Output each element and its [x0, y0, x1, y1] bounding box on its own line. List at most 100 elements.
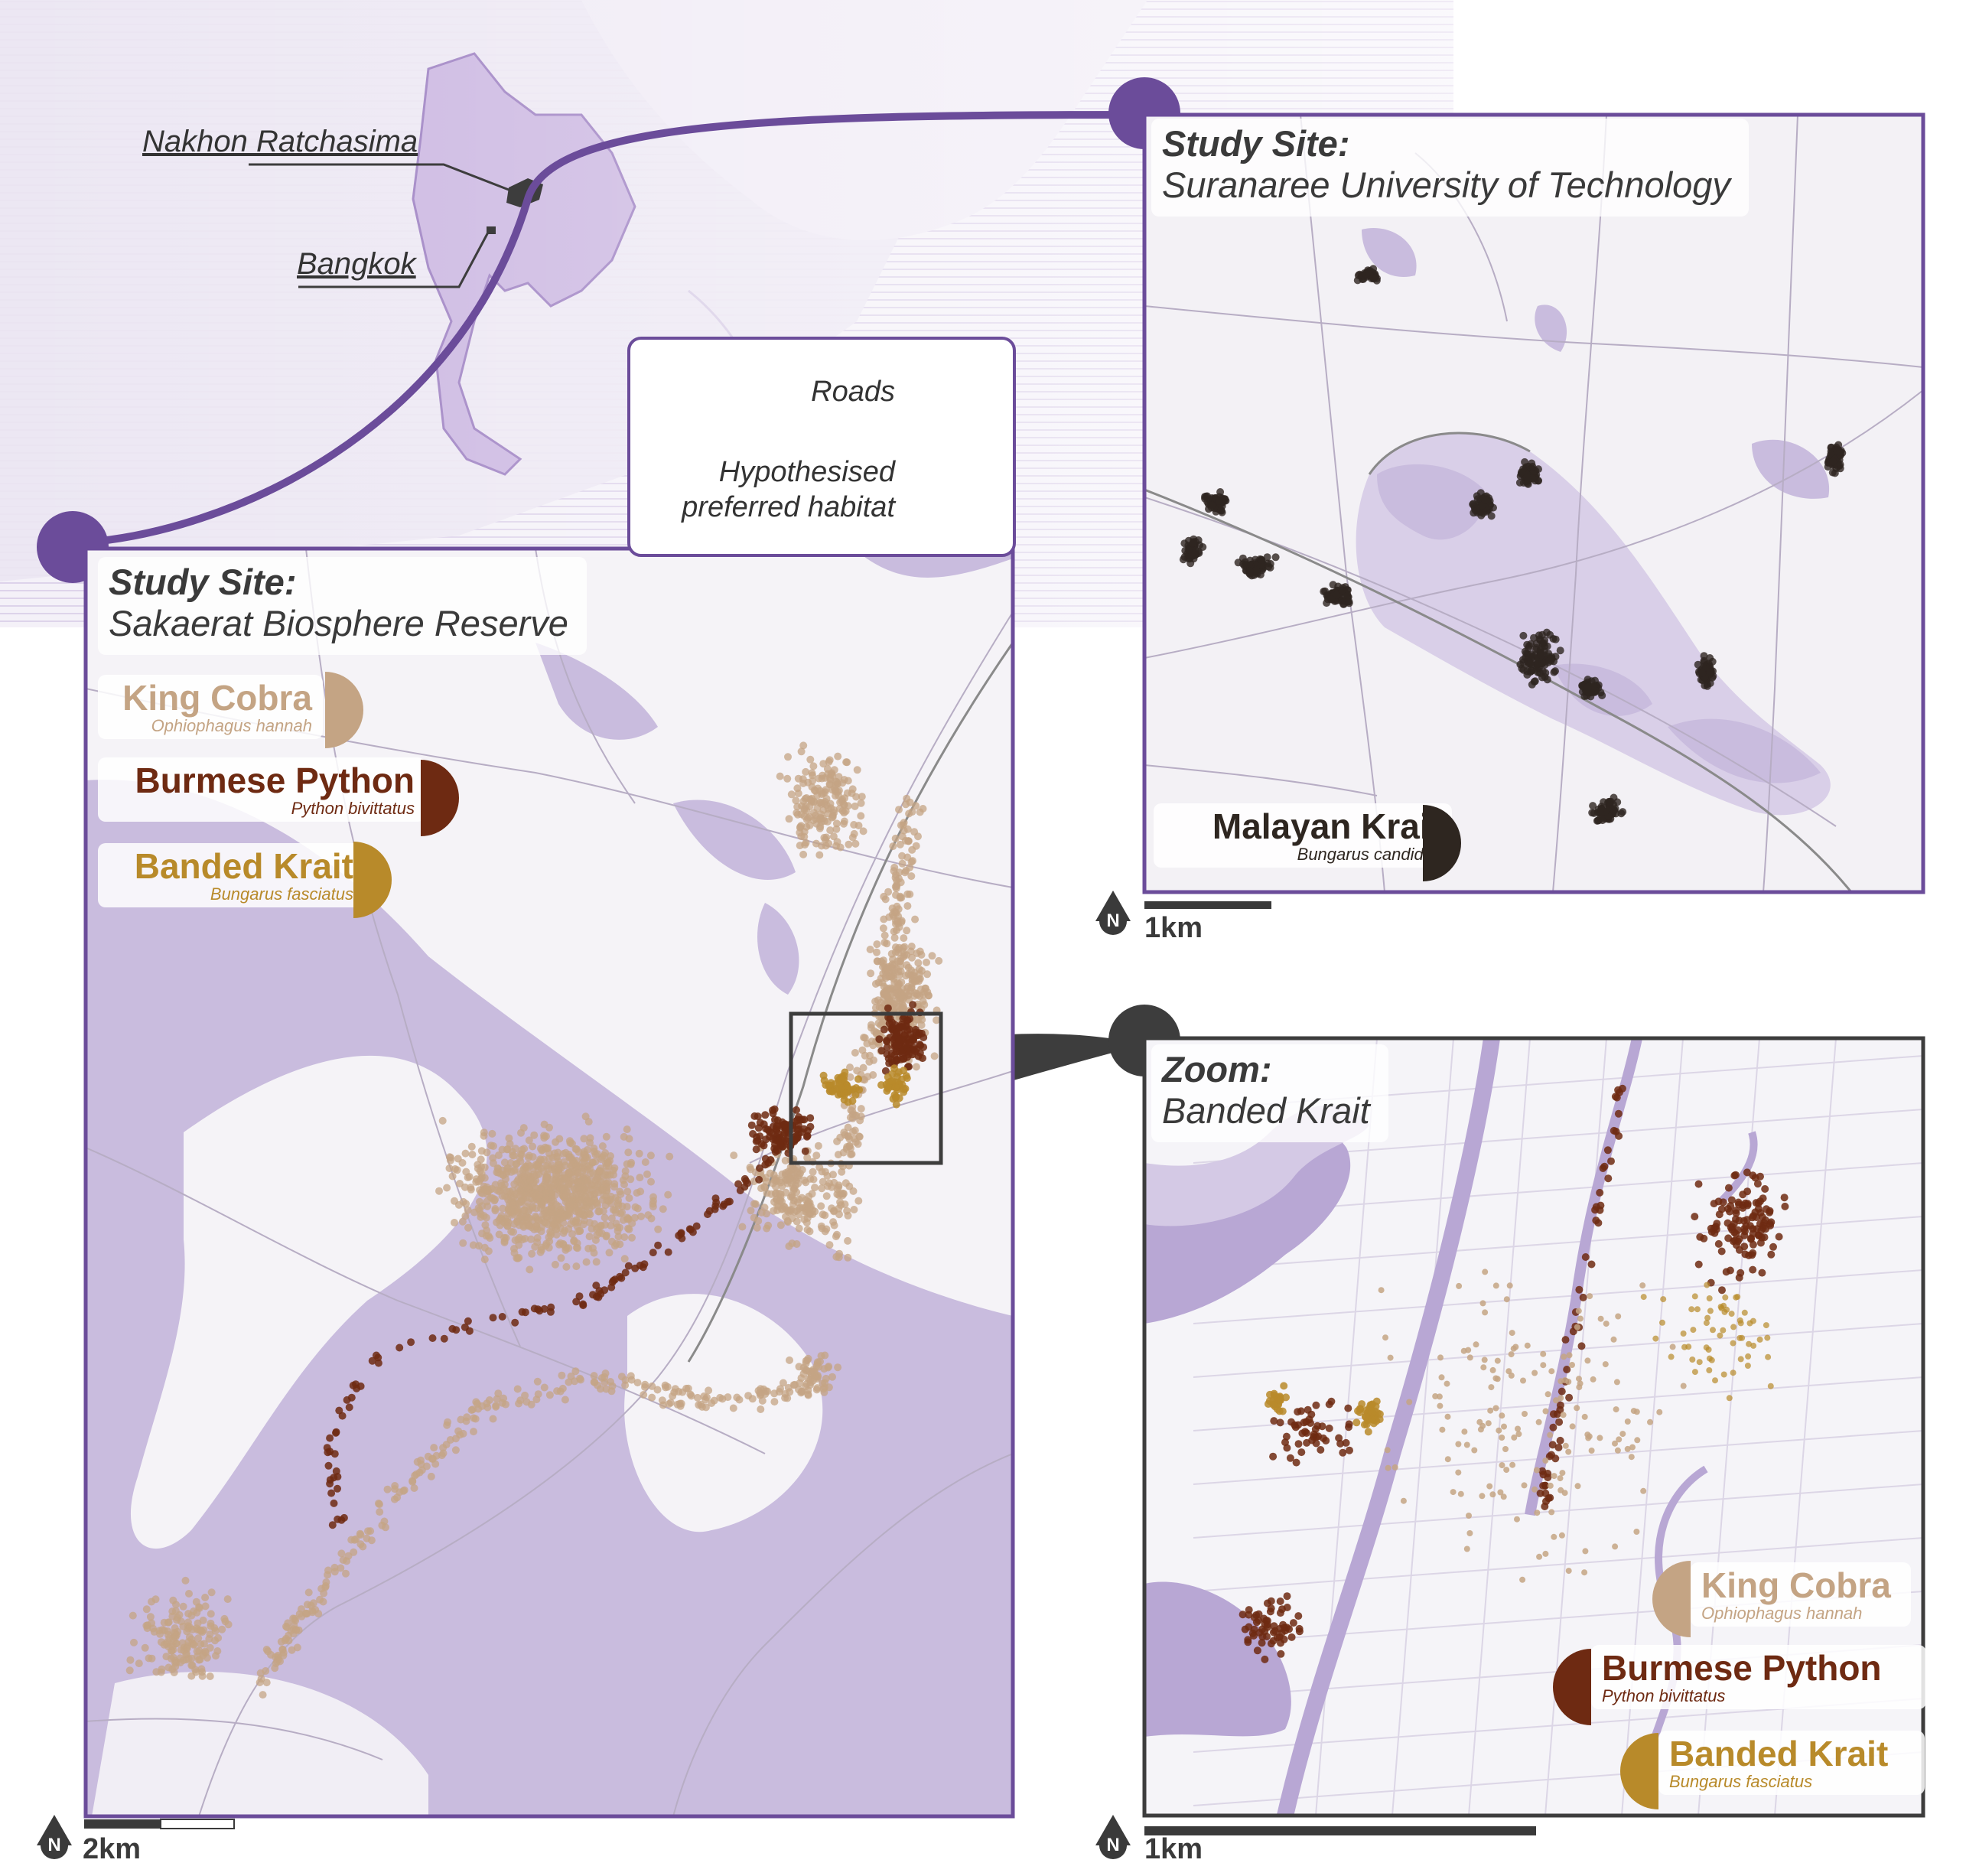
observation-point — [770, 1207, 778, 1215]
observation-point — [451, 1446, 460, 1454]
observation-point — [540, 1132, 548, 1140]
observation-point — [800, 812, 809, 820]
observation-point — [588, 1244, 597, 1252]
observation-point — [809, 1168, 817, 1176]
observation-point — [783, 1135, 791, 1143]
observation-point — [896, 840, 904, 848]
observation-point — [873, 940, 881, 949]
observation-point — [1748, 1251, 1756, 1259]
observation-point — [614, 1233, 623, 1241]
observation-point — [443, 1184, 451, 1192]
observation-point — [1761, 1185, 1769, 1193]
observation-point — [705, 1386, 713, 1395]
observation-point — [454, 1200, 463, 1209]
observation-point — [1548, 653, 1556, 661]
observation-point — [516, 1213, 524, 1222]
observation-point — [1727, 1223, 1735, 1232]
observation-point — [704, 1210, 711, 1219]
observation-point — [1640, 1487, 1647, 1494]
observation-point — [893, 1028, 901, 1037]
observation-point — [815, 851, 824, 859]
observation-point — [491, 1207, 500, 1215]
observation-point — [503, 1187, 511, 1196]
observation-point — [1741, 1309, 1748, 1316]
observation-point — [627, 1175, 635, 1184]
observation-point — [1291, 1421, 1299, 1429]
observation-point — [522, 1213, 530, 1221]
observation-point — [1836, 461, 1844, 469]
observation-point — [1542, 1457, 1549, 1464]
observation-point — [1705, 1347, 1712, 1353]
observation-point — [627, 1376, 636, 1384]
observation-point — [561, 1396, 569, 1404]
observation-point — [467, 1406, 476, 1414]
observation-point — [468, 1151, 477, 1158]
suranaree-title: Study Site: Suranaree University of Tech… — [1151, 119, 1749, 217]
observation-point — [288, 1646, 296, 1654]
observation-point — [873, 948, 880, 956]
observation-point — [1492, 1282, 1499, 1289]
observation-point — [1582, 1548, 1589, 1555]
observation-point — [184, 1655, 193, 1663]
observation-point — [1612, 809, 1620, 818]
observation-point — [1619, 1431, 1626, 1438]
observation-point — [643, 1170, 651, 1178]
observation-point — [912, 802, 920, 810]
observation-point — [1487, 1407, 1494, 1414]
observation-point — [201, 1594, 210, 1601]
observation-point — [1437, 1354, 1444, 1361]
observation-point — [477, 1210, 485, 1218]
observation-point — [809, 777, 817, 785]
city-label-nakhon-ratchasima: Nakhon Ratchasima — [142, 125, 418, 158]
sakaerat-scale-bar — [84, 1819, 161, 1829]
observation-point — [875, 1035, 884, 1044]
observation-point — [1546, 630, 1554, 639]
observation-point — [328, 1521, 337, 1529]
observation-point — [769, 1109, 777, 1118]
observation-point — [839, 1148, 848, 1157]
observation-point — [819, 806, 828, 814]
observation-point — [1457, 1490, 1464, 1497]
observation-point — [857, 1105, 865, 1113]
observation-point — [480, 1129, 488, 1137]
observation-point — [517, 1129, 525, 1137]
observation-point — [1613, 1406, 1619, 1413]
observation-point — [1691, 1213, 1699, 1221]
observation-point — [532, 1396, 541, 1404]
suranaree-observation-points — [1179, 265, 1847, 825]
observation-point — [806, 1379, 815, 1387]
observation-point — [540, 1304, 548, 1313]
observation-point — [1585, 689, 1593, 697]
observation-point — [890, 933, 899, 942]
observation-point — [551, 1260, 559, 1269]
observation-point — [746, 1163, 754, 1171]
observation-point — [1730, 1324, 1737, 1330]
observation-point — [756, 1164, 763, 1172]
observation-point — [630, 1213, 639, 1222]
observation-point — [1579, 1293, 1587, 1301]
observation-point — [565, 1225, 573, 1233]
observation-point — [477, 1147, 486, 1155]
observation-point — [559, 1219, 568, 1227]
observation-point — [846, 1073, 854, 1081]
observation-point — [555, 1164, 564, 1173]
observation-point — [903, 1074, 911, 1083]
observation-point — [769, 1135, 777, 1143]
observation-point — [813, 1384, 822, 1392]
observation-point — [881, 895, 890, 904]
observation-point — [1339, 1448, 1347, 1457]
observation-point — [1590, 809, 1598, 817]
observation-point — [1352, 1418, 1361, 1427]
observation-point — [1690, 1327, 1697, 1334]
observation-point — [530, 1172, 539, 1181]
observation-point — [797, 1374, 806, 1383]
observation-point — [894, 968, 903, 976]
observation-point — [900, 1067, 908, 1075]
observation-point — [729, 1404, 737, 1412]
observation-point — [1553, 1397, 1559, 1404]
observation-point — [513, 1385, 522, 1393]
observation-point — [327, 1489, 336, 1497]
observation-point — [848, 1097, 857, 1105]
observation-point — [1400, 1497, 1407, 1504]
observation-point — [1365, 267, 1373, 275]
